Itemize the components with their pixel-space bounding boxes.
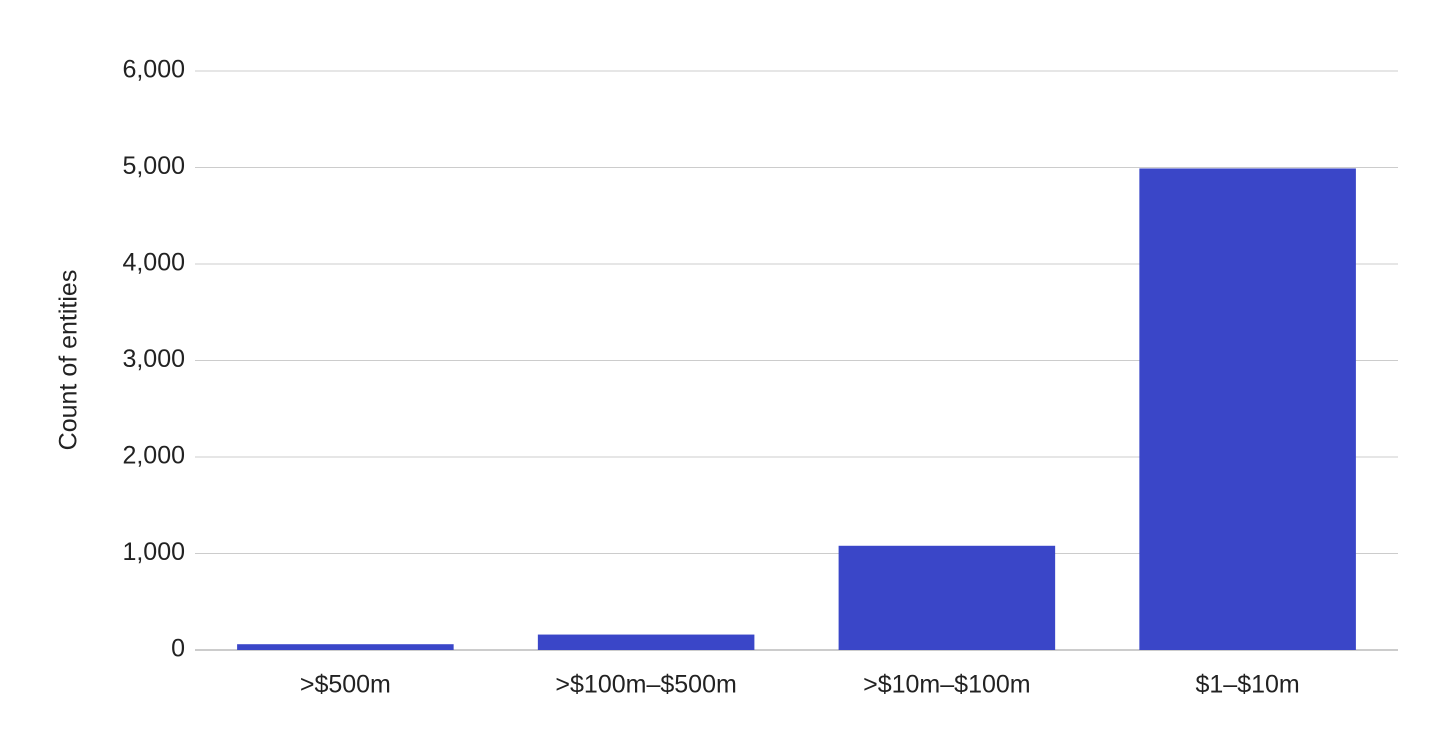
x-tick-label: $1–$10m — [1196, 671, 1300, 699]
bar — [838, 545, 1056, 650]
y-tick-label: 6,000 — [122, 56, 185, 84]
y-tick-label: 2,000 — [122, 442, 185, 470]
y-tick-label: 5,000 — [122, 152, 185, 180]
bar — [237, 644, 454, 650]
x-tick-label: >$10m–$100m — [863, 671, 1030, 699]
y-tick-label: 1,000 — [122, 538, 185, 566]
bar — [537, 634, 755, 650]
y-tick-label: 0 — [171, 635, 185, 663]
bar — [1139, 168, 1356, 650]
y-axis-label: Count of entities — [55, 270, 83, 451]
y-tick-label: 4,000 — [122, 249, 185, 277]
x-tick-label: >$500m — [300, 671, 391, 699]
x-tick-label: >$100m–$500m — [555, 671, 736, 699]
y-tick-label: 3,000 — [122, 345, 185, 373]
